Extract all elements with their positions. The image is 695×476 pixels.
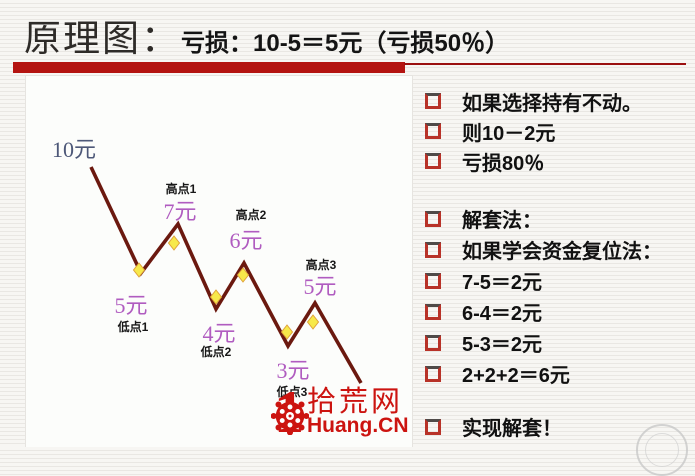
list-item: 则10－2元 [425, 116, 642, 146]
list-item-label: 亏损80％ [462, 152, 545, 175]
diamond-marker-icon [167, 235, 181, 251]
chart-label: 10元 [52, 137, 96, 162]
chart-label: 高点1 [166, 181, 197, 196]
watermark: 1 拾荒网 Huang.CN [271, 382, 409, 442]
checkbox-bullet-icon [425, 93, 441, 109]
list-item: 2+2+2＝6元 [425, 358, 662, 389]
list-item: 亏损80％ [425, 146, 642, 176]
price-line [89, 166, 363, 384]
checkbox-bullet-icon [425, 241, 441, 258]
list-item: 实现解套！ [425, 411, 562, 442]
list-item-label: 6-4＝2元 [462, 303, 543, 325]
checkbox-bullet-icon [425, 272, 441, 289]
chart-label: 低点2 [200, 344, 232, 359]
bullet-group-method: 解套法： 如果学会资金复位法： 7-5＝2元 6-4＝2元 5-3＝2元 2+2+2＝6元 [425, 203, 662, 389]
list-item: 如果选择持有不动。 [425, 86, 642, 116]
checkbox-bullet-icon [425, 303, 441, 320]
chart-label: 5元 [114, 293, 147, 318]
page-title: 原理图： [24, 19, 180, 60]
list-item: 6-4＝2元 [425, 296, 662, 327]
title-loss-formula: 亏损：10-5＝5元（亏损50％） [181, 30, 510, 57]
list-item-label: 7-5＝2元 [462, 272, 543, 294]
bullet-group-hold: 如果选择持有不动。 则10－2元 亏损80％ [425, 86, 642, 176]
list-item-label: 则10－2元 [462, 122, 556, 145]
chart-label: 高点3 [306, 257, 337, 272]
watermark-text: 拾荒网 Huang.CN [307, 386, 409, 437]
list-item: 5-3＝2元 [425, 327, 662, 358]
diamond-marker-icon [236, 267, 250, 283]
chart-label: 4元 [202, 321, 235, 346]
list-item-label: 5-3＝2元 [462, 334, 543, 356]
list-item-label: 解套法： [462, 210, 542, 232]
checkbox-bullet-icon [425, 418, 441, 435]
watermark-site-name: 拾荒网 [307, 386, 404, 418]
list-item-label: 如果选择持有不动。 [462, 92, 642, 115]
chart-label: 低点3 [276, 384, 308, 399]
checkbox-bullet-icon [425, 210, 441, 227]
diamond-marker-icon [132, 262, 146, 278]
diamond-marker-icon [306, 314, 320, 330]
bullet-group-result: 实现解套！ [425, 411, 562, 442]
chart-label: 5元 [303, 274, 336, 299]
list-item: 7-5＝2元 [425, 265, 662, 296]
checkbox-bullet-icon [425, 153, 441, 169]
chart-label: 高点2 [236, 207, 267, 222]
chart-label: 3元 [276, 358, 309, 383]
diamond-marker-icon [280, 324, 294, 340]
accent-line [404, 63, 686, 65]
chart-label: 6元 [229, 228, 262, 253]
stamp-watermark-icon [636, 424, 688, 476]
watermark-site-url: Huang.CN [307, 414, 409, 437]
list-item-label: 2+2+2＝6元 [462, 365, 570, 387]
checkbox-bullet-icon [425, 334, 441, 351]
chart-label: 低点1 [117, 319, 149, 334]
chart-label: 7元 [163, 199, 196, 224]
checkbox-bullet-icon [425, 123, 441, 139]
accent-bar [13, 62, 405, 73]
list-item: 如果学会资金复位法： [425, 234, 662, 265]
list-item: 解套法： [425, 203, 662, 234]
checkbox-bullet-icon [425, 365, 441, 382]
diamond-marker-icon [209, 289, 223, 305]
list-item-label: 实现解套！ [462, 418, 562, 440]
list-item-label: 如果学会资金复位法： [462, 241, 662, 263]
gear-icon [271, 397, 309, 435]
